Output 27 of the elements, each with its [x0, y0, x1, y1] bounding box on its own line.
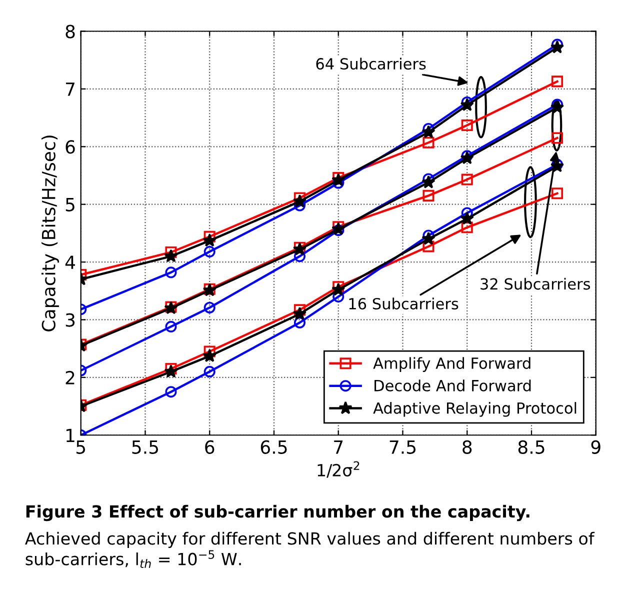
x-tick-label: 6.5 — [260, 440, 287, 454]
y-tick-label: 5 — [66, 198, 74, 212]
caption: Figure 3 Effect of sub-carrier number on the capacity. — [26, 504, 530, 522]
text: Achieved capacity for different SNR values and different numbers of sub-carriers, l$_{th}$ = 10$^{−5}$ W. — [25, 532, 595, 568]
x-tick-label: 6 — [205, 440, 214, 454]
y-axis-title: Capacity (Bits/Hz/sec) — [41, 136, 59, 332]
x-tick-label: 7 — [334, 440, 343, 454]
x-tick-label: 5 — [76, 440, 86, 454]
x-tick-label: 8 — [462, 440, 472, 454]
x-tick-label: 7.5 — [390, 440, 416, 454]
y-tick-label: 4 — [65, 256, 75, 269]
annotation: 64 Subcarriers — [316, 58, 426, 70]
annotation: 32 Subcarriers — [480, 278, 590, 290]
y-tick-label: 2 — [66, 370, 74, 384]
y-tick-label: 1 — [66, 428, 74, 442]
legend-label: Amplify And Forward — [373, 357, 530, 372]
x-tick-label: 5.5 — [132, 440, 158, 454]
annotation: 16 Subcarriers — [349, 298, 458, 310]
legend-label: Decode And Forward — [374, 380, 531, 392]
legend-label: Adaptive Relaying Protocol — [373, 402, 576, 417]
x-tick-label: 8.5 — [518, 440, 544, 454]
y-tick-label: 6 — [66, 140, 75, 154]
x-axis-title: 1/2σ$^{2}$ — [318, 461, 360, 478]
y-tick-label: 8 — [66, 24, 75, 38]
y-tick-label: 3 — [66, 313, 75, 327]
x-tick-label: 9 — [591, 440, 600, 454]
y-tick-label: 7 — [66, 82, 74, 96]
